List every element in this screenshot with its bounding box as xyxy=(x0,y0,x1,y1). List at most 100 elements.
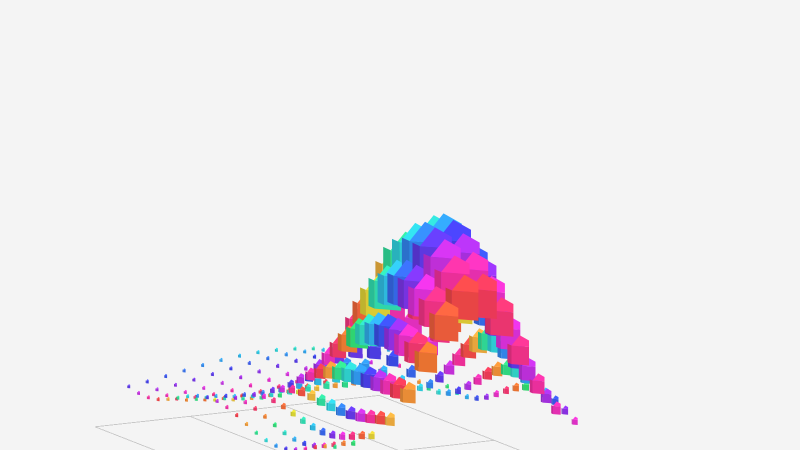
cube-top-face xyxy=(283,429,287,432)
cube-marker xyxy=(406,364,416,378)
cube-side-face xyxy=(276,385,278,389)
cube-side-face xyxy=(287,381,289,388)
cube-side-face xyxy=(296,389,297,395)
cube-front-face xyxy=(206,396,209,400)
cube-front-face xyxy=(434,314,459,342)
cube-top-face xyxy=(295,358,298,361)
cube-marker xyxy=(241,395,245,401)
cube-side-face xyxy=(386,354,389,366)
cube-marker xyxy=(358,430,365,440)
cube-side-face xyxy=(279,386,281,392)
cube-top-face xyxy=(273,422,277,425)
cube-marker xyxy=(292,436,297,442)
cube-side-face xyxy=(185,398,186,402)
cube-side-face xyxy=(314,367,317,379)
cube-top-face xyxy=(202,385,206,388)
cube-side-face xyxy=(215,399,217,403)
cube-side-face xyxy=(232,395,234,399)
cube-side-face xyxy=(445,391,447,396)
cube-side-face xyxy=(295,380,296,384)
cube-side-face xyxy=(137,392,138,395)
cube-top-face xyxy=(286,371,290,374)
cube-marker xyxy=(238,353,241,358)
cube-front-face xyxy=(269,393,274,398)
cube-side-face xyxy=(311,444,313,448)
cube-front-face xyxy=(437,390,441,395)
cube-front-face xyxy=(303,350,307,354)
cube-marker xyxy=(332,381,338,389)
cube-side-face xyxy=(316,397,319,406)
grid-line xyxy=(189,415,278,450)
cube-side-face xyxy=(352,300,358,326)
cube-top-face xyxy=(418,341,438,354)
cube-top-face xyxy=(324,443,327,446)
cube-marker xyxy=(244,421,249,427)
cube-marker xyxy=(270,386,275,394)
cube-marker xyxy=(426,378,434,389)
cube-side-face xyxy=(296,376,298,384)
cube-top-face xyxy=(361,358,370,365)
cube-top-face xyxy=(340,431,346,435)
cube-front-face xyxy=(446,391,451,396)
cube-side-face xyxy=(267,378,268,382)
cube-front-face xyxy=(320,430,326,436)
cube-marker xyxy=(474,395,479,401)
cube-side-face xyxy=(261,394,263,399)
cube-front-face xyxy=(465,395,469,400)
cube-top-face xyxy=(248,360,251,363)
cube-top-face xyxy=(270,386,275,390)
cube-front-face xyxy=(465,383,472,391)
cube-front-face xyxy=(258,370,261,374)
cube-side-face xyxy=(369,361,370,365)
cube-marker xyxy=(185,397,188,402)
cube-front-face xyxy=(351,442,356,446)
cube-marker xyxy=(282,429,287,436)
cube-top-face xyxy=(322,347,325,350)
cube-front-face xyxy=(265,439,268,443)
cube-top-face xyxy=(174,382,177,385)
cube-top-face xyxy=(542,388,552,395)
cube-marker xyxy=(230,388,234,393)
cube-marker xyxy=(239,375,243,380)
cube-side-face xyxy=(390,383,394,399)
cube-top-face xyxy=(186,394,190,396)
cube-front-face xyxy=(456,388,461,395)
cube-side-face xyxy=(365,413,367,423)
cube-marker xyxy=(280,402,286,410)
cube-top-face xyxy=(408,331,428,345)
cube-side-face xyxy=(274,444,275,448)
cube-front-face xyxy=(274,444,278,448)
cube-top-face xyxy=(184,389,187,392)
cube-side-face xyxy=(282,431,284,436)
cube-side-face xyxy=(337,333,342,352)
cube-front-face xyxy=(523,384,529,391)
cube-front-face xyxy=(216,400,219,403)
cube-marker xyxy=(482,366,492,380)
cube-marker xyxy=(192,377,196,382)
cube-top-face xyxy=(451,274,479,293)
cube-side-face xyxy=(332,366,335,380)
cube-top-face xyxy=(493,361,503,368)
cube-marker xyxy=(253,405,257,411)
cube-side-face xyxy=(210,373,212,376)
cube-marker xyxy=(336,402,346,417)
cube-top-face xyxy=(293,436,297,439)
cube-front-face xyxy=(337,407,346,417)
cube-side-face xyxy=(540,392,543,403)
cube-marker xyxy=(296,373,305,384)
cube-side-face xyxy=(290,411,292,417)
cube-side-face xyxy=(224,394,225,398)
cube-front-face xyxy=(328,403,336,412)
cube-side-face xyxy=(269,392,270,397)
cube-top-face xyxy=(511,335,529,347)
grid-line xyxy=(94,426,156,450)
cube-side-face xyxy=(204,396,206,400)
cube-front-face xyxy=(244,401,247,405)
cube-front-face xyxy=(193,378,196,382)
cube-marker xyxy=(252,391,256,397)
cube-side-face xyxy=(296,383,298,389)
cube-front-face xyxy=(257,351,260,355)
cube-marker xyxy=(176,395,180,400)
cube-top-face xyxy=(324,378,328,382)
